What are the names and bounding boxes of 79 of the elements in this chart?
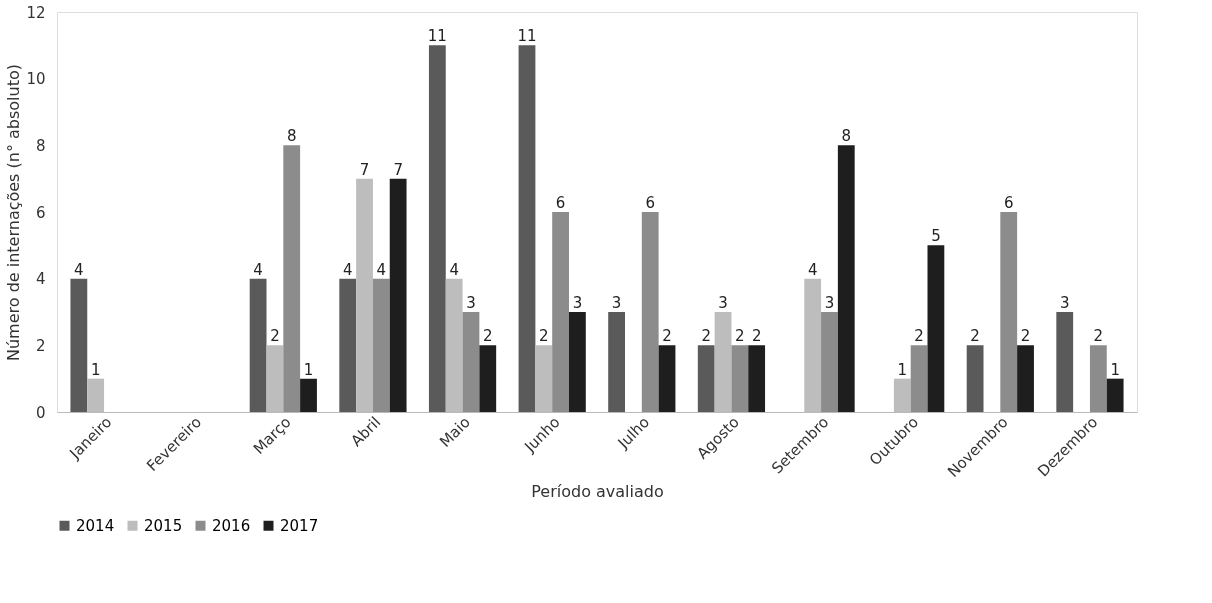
data-label: 2 — [914, 327, 924, 346]
data-label: 2 — [539, 327, 549, 346]
data-label: 4 — [376, 260, 387, 279]
bar — [641, 212, 659, 412]
bar — [1000, 212, 1018, 412]
data-label: 4 — [342, 260, 353, 279]
bar — [837, 145, 855, 412]
data-label: 2 — [482, 327, 493, 346]
data-label: 1 — [897, 360, 908, 379]
bar — [748, 345, 766, 412]
bar — [428, 45, 446, 412]
bar — [372, 278, 390, 412]
data-label: 4 — [449, 260, 459, 279]
data-label: 3 — [466, 294, 476, 312]
data-label: 7 — [359, 160, 370, 179]
bar — [966, 345, 984, 412]
legend-label: 2015 — [144, 516, 183, 535]
bar — [1106, 378, 1124, 412]
legend-label: 2014 — [76, 516, 115, 535]
y-tick-label: 0 — [35, 403, 46, 422]
bar — [731, 345, 749, 412]
bar — [249, 278, 267, 412]
data-label: 1 — [1110, 360, 1120, 379]
bar — [910, 345, 928, 412]
data-label: 2 — [270, 327, 280, 346]
bar — [927, 245, 945, 412]
legend-label: 2017 — [280, 516, 319, 535]
bar — [518, 45, 536, 412]
y-axis-title: Número de internações (n° absoluto) — [4, 64, 24, 361]
bar — [462, 312, 480, 412]
data-label: 3 — [572, 294, 583, 312]
bar — [70, 278, 88, 412]
data-label: 4 — [253, 260, 263, 279]
y-tick-label: 4 — [35, 270, 46, 289]
data-label: 2 — [751, 327, 762, 346]
data-label: 2 — [970, 327, 980, 346]
data-label: 5 — [931, 227, 941, 246]
x-axis-title: Período avaliado — [531, 482, 664, 502]
data-label: 3 — [611, 294, 622, 312]
bar — [608, 312, 626, 412]
bar — [568, 312, 586, 412]
bar — [1089, 345, 1107, 412]
data-label: 2 — [735, 327, 745, 346]
bar — [697, 345, 715, 412]
bar — [658, 345, 676, 412]
data-label: 2 — [1093, 327, 1104, 346]
data-label: 3 — [718, 294, 728, 312]
data-label: 8 — [286, 127, 297, 146]
bar — [821, 312, 838, 412]
data-label: 11 — [517, 27, 537, 46]
y-tick-label: 2 — [35, 336, 46, 355]
data-label: 4 — [807, 260, 818, 279]
bar — [552, 212, 569, 412]
bar — [479, 345, 497, 412]
data-label: 8 — [841, 127, 852, 146]
bar — [1017, 345, 1034, 412]
data-label: 2 — [662, 327, 672, 346]
y-tick-label: 10 — [26, 70, 46, 89]
data-label: 1 — [303, 360, 314, 379]
data-label: 6 — [555, 194, 566, 212]
data-label: 2 — [1020, 327, 1031, 346]
data-label: 2 — [701, 327, 712, 346]
y-tick-label: 6 — [35, 203, 46, 222]
bar — [389, 178, 407, 412]
bar — [300, 378, 317, 412]
data-label: 4 — [74, 260, 84, 279]
data-label: 1 — [90, 360, 101, 379]
y-tick-label: 12 — [26, 3, 46, 22]
bar — [283, 145, 301, 412]
y-tick-label: 8 — [35, 136, 46, 155]
bar — [339, 278, 357, 412]
data-label: 3 — [1059, 294, 1070, 312]
bar — [1056, 312, 1074, 412]
data-label: 6 — [1003, 194, 1014, 212]
data-label: 7 — [393, 160, 403, 179]
data-label: 3 — [824, 294, 835, 312]
legend-label: 2016 — [212, 516, 251, 535]
data-label: 6 — [645, 194, 655, 212]
data-label: 11 — [427, 27, 447, 46]
